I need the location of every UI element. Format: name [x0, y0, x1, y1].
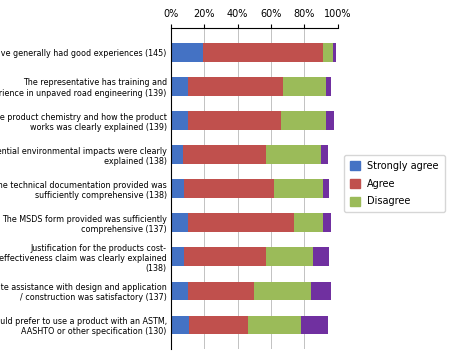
Bar: [323, 179, 329, 198]
Legend: Strongly agree, Agree, Disagree: Strongly agree, Agree, Disagree: [344, 155, 445, 212]
Bar: [171, 247, 184, 266]
Bar: [171, 43, 202, 62]
Bar: [266, 145, 321, 164]
Bar: [326, 77, 331, 96]
Bar: [183, 145, 266, 164]
Bar: [171, 179, 184, 198]
Bar: [323, 213, 331, 232]
Bar: [311, 282, 331, 300]
Bar: [184, 247, 266, 266]
Bar: [171, 282, 188, 300]
Bar: [171, 111, 188, 130]
Bar: [171, 77, 188, 96]
Bar: [283, 77, 326, 96]
Bar: [188, 77, 283, 96]
Bar: [171, 316, 189, 334]
Bar: [323, 43, 333, 62]
Bar: [202, 43, 323, 62]
Bar: [188, 213, 294, 232]
Bar: [248, 316, 301, 334]
Bar: [171, 145, 183, 164]
Bar: [274, 179, 323, 198]
Bar: [326, 111, 334, 130]
Bar: [189, 316, 248, 334]
Bar: [171, 213, 188, 232]
Bar: [333, 43, 336, 62]
Bar: [254, 282, 311, 300]
Bar: [321, 145, 328, 164]
Bar: [188, 111, 281, 130]
Bar: [188, 282, 254, 300]
Bar: [312, 247, 329, 266]
Bar: [281, 111, 326, 130]
Bar: [266, 247, 312, 266]
Bar: [184, 179, 274, 198]
Bar: [301, 316, 328, 334]
Bar: [294, 213, 323, 232]
